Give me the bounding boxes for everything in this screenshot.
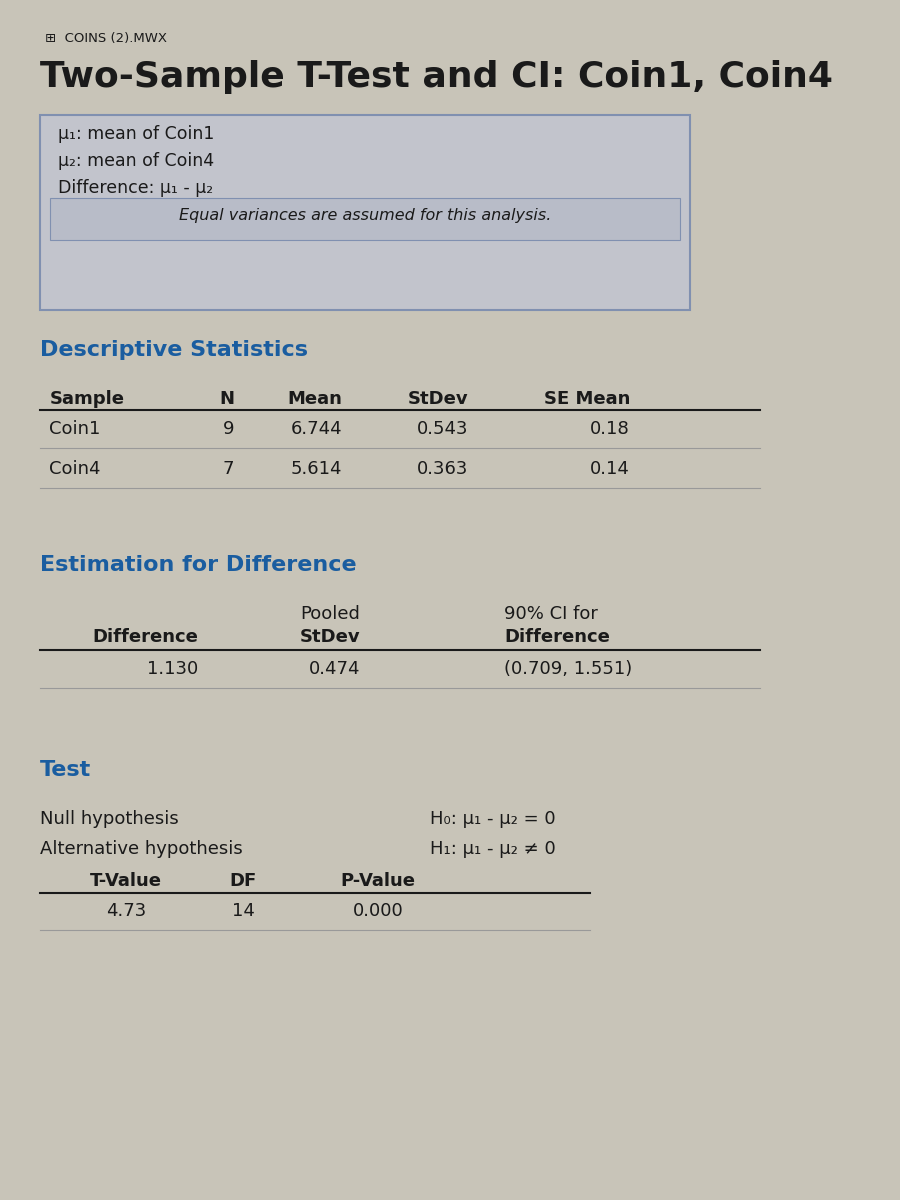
Text: Alternative hypothesis: Alternative hypothesis <box>40 840 243 858</box>
Text: 7: 7 <box>222 460 234 478</box>
Text: 14: 14 <box>231 902 255 920</box>
Text: Difference: Difference <box>92 628 198 646</box>
Text: 4.73: 4.73 <box>106 902 146 920</box>
Text: 0.18: 0.18 <box>590 420 630 438</box>
Text: T-Value: T-Value <box>90 872 162 890</box>
Text: Test: Test <box>40 760 91 780</box>
Text: H₀: μ₁ - μ₂ = 0: H₀: μ₁ - μ₂ = 0 <box>430 810 555 828</box>
Text: 0.14: 0.14 <box>590 460 630 478</box>
Text: 0.000: 0.000 <box>353 902 403 920</box>
Text: Descriptive Statistics: Descriptive Statistics <box>40 340 308 360</box>
Text: Null hypothesis: Null hypothesis <box>40 810 179 828</box>
Text: N: N <box>219 390 234 408</box>
Text: 0.363: 0.363 <box>417 460 468 478</box>
Text: 6.744: 6.744 <box>291 420 342 438</box>
Text: μ₁: mean of Coin1: μ₁: mean of Coin1 <box>58 125 214 143</box>
Text: Difference: Difference <box>504 628 610 646</box>
Text: ⊞  COINS (2).MWX: ⊞ COINS (2).MWX <box>45 32 167 44</box>
Text: (0.709, 1.551): (0.709, 1.551) <box>504 660 632 678</box>
Text: Estimation for Difference: Estimation for Difference <box>40 554 356 575</box>
Text: Difference: μ₁ - μ₂: Difference: μ₁ - μ₂ <box>58 179 213 197</box>
Text: SE Mean: SE Mean <box>544 390 630 408</box>
Text: StDev: StDev <box>408 390 468 408</box>
Text: Coin4: Coin4 <box>50 460 101 478</box>
Text: Two-Sample T-Test and CI: Coin1, Coin4: Two-Sample T-Test and CI: Coin1, Coin4 <box>40 60 833 94</box>
Text: P-Value: P-Value <box>340 872 416 890</box>
Text: DF: DF <box>230 872 256 890</box>
Text: Coin1: Coin1 <box>50 420 101 438</box>
Text: 5.614: 5.614 <box>291 460 342 478</box>
Text: Mean: Mean <box>287 390 342 408</box>
Text: 0.543: 0.543 <box>417 420 468 438</box>
Text: H₁: μ₁ - μ₂ ≠ 0: H₁: μ₁ - μ₂ ≠ 0 <box>430 840 556 858</box>
FancyBboxPatch shape <box>40 115 690 310</box>
Text: 9: 9 <box>222 420 234 438</box>
Text: 1.130: 1.130 <box>147 660 198 678</box>
FancyBboxPatch shape <box>50 198 680 240</box>
Text: Pooled: Pooled <box>300 605 360 623</box>
Text: 90% CI for: 90% CI for <box>504 605 598 623</box>
Text: Equal variances are assumed for this analysis.: Equal variances are assumed for this ana… <box>179 208 551 223</box>
Text: StDev: StDev <box>300 628 360 646</box>
Text: μ₂: mean of Coin4: μ₂: mean of Coin4 <box>58 152 214 170</box>
Text: Sample: Sample <box>50 390 124 408</box>
Text: 0.474: 0.474 <box>309 660 360 678</box>
